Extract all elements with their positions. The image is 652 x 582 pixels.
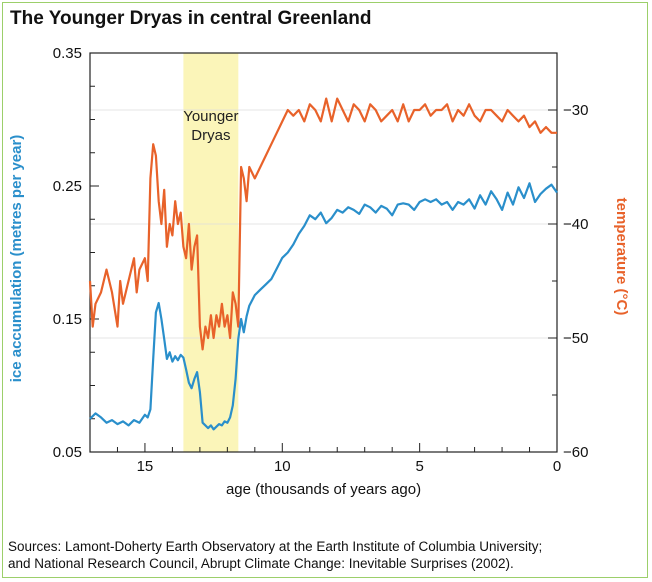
x-tick-label: 0 [553, 458, 561, 475]
y-right-tick-label: −30 [563, 102, 588, 119]
y-left-tick-labels: 0.35 0.25 0.15 0.05 [53, 45, 82, 461]
y-right-tick-label: −40 [563, 216, 588, 233]
temperature-series-line [88, 97, 557, 351]
younger-dryas-label-line1: Younger [183, 108, 238, 125]
y-right-tick-label: −60 [563, 444, 588, 461]
x-tick-labels: 15 10 5 0 [137, 458, 562, 475]
sources-note: Sources: Lamont-Doherty Earth Observator… [8, 538, 644, 572]
y-left-tick-label: 0.15 [53, 311, 82, 328]
y-right-tick-labels: −30 −40 −50 −60 [563, 102, 588, 461]
sources-line-2: and National Research Council, Abrupt Cl… [8, 556, 514, 571]
axis-ticks [89, 52, 558, 453]
chart-title: The Younger Dryas in central Greenland [10, 8, 372, 29]
younger-dryas-label-line2: Dryas [191, 127, 230, 144]
x-axis-label: age (thousands of years ago) [226, 481, 421, 498]
y-left-axis-label: ice accumulation (metres per year) [8, 135, 25, 383]
ice-accumulation-series-line [89, 182, 558, 431]
x-tick-label: 15 [137, 458, 154, 475]
y-right-tick-label: −50 [563, 330, 588, 347]
y-left-tick-label: 0.35 [53, 45, 82, 62]
x-tick-label: 10 [274, 458, 291, 475]
sources-line-1: Sources: Lamont-Doherty Earth Observator… [8, 539, 543, 554]
x-tick-label: 5 [415, 458, 423, 475]
y-left-tick-label: 0.25 [53, 178, 82, 195]
y-left-tick-label: 0.05 [53, 444, 82, 461]
gridlines [90, 109, 557, 339]
y-right-axis-label: temperature (°C) [613, 198, 630, 316]
